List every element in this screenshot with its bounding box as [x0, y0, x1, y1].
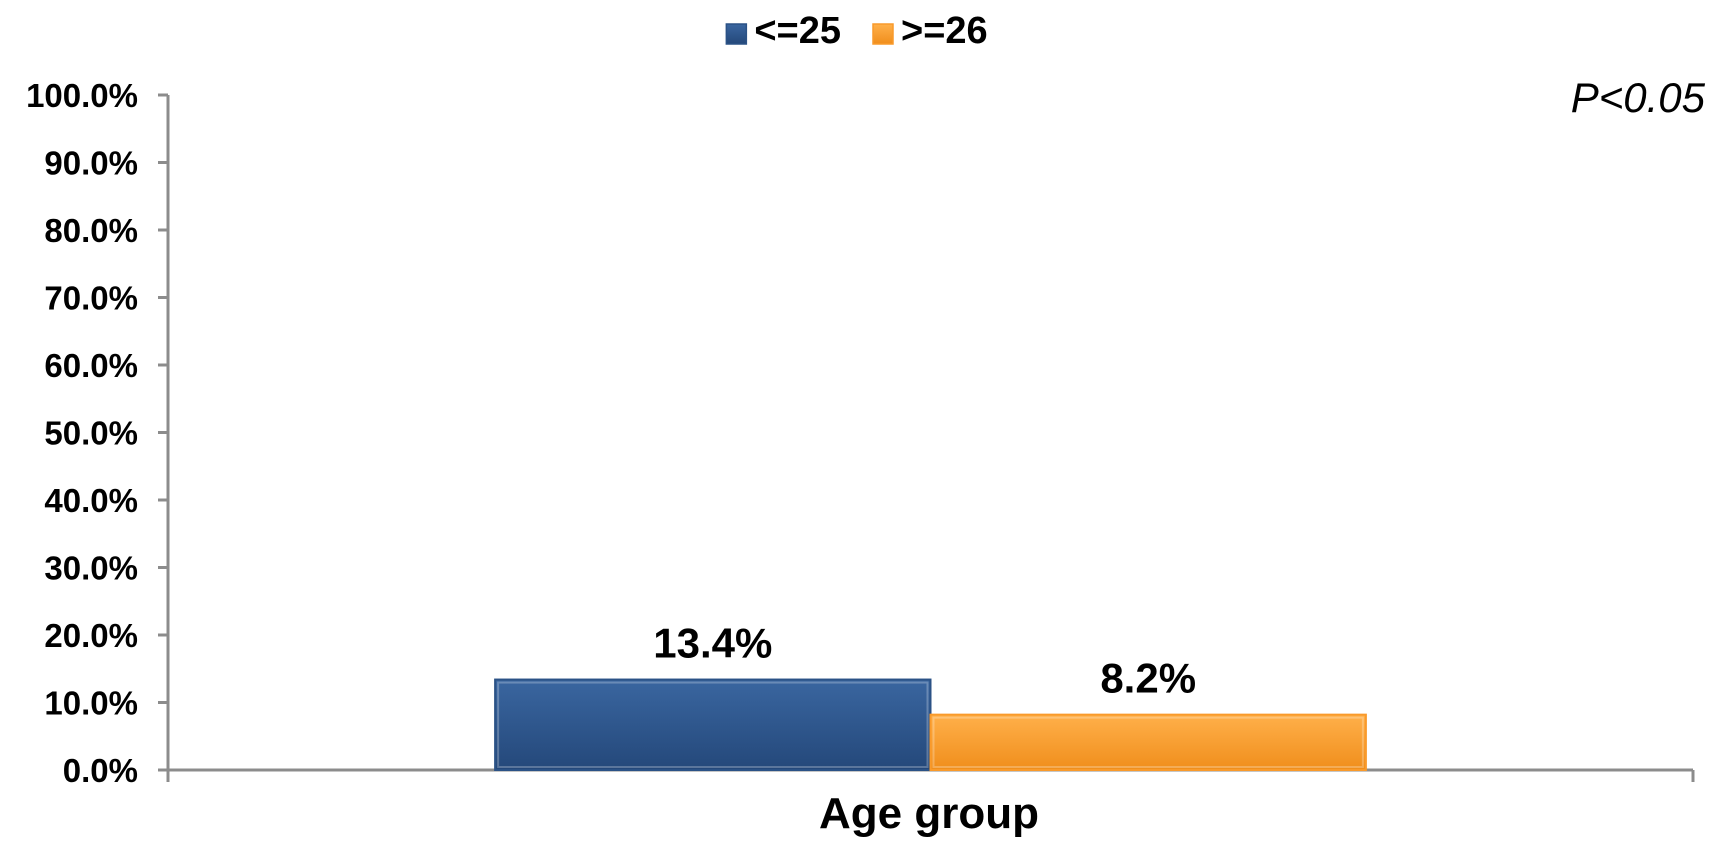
data-label: 8.2% [1100, 655, 1196, 702]
y-tick-label: 80.0% [44, 212, 138, 249]
legend-label: >=26 [901, 10, 988, 52]
y-tick-label: 30.0% [44, 550, 138, 587]
bar-group-1: 13.4% [494, 620, 932, 771]
data-label: 13.4% [653, 620, 772, 667]
bar-bevel [932, 716, 1364, 769]
y-tick-label: 50.0% [44, 415, 138, 452]
legend-label: <=25 [754, 10, 841, 52]
x-axis-title: Age group [819, 789, 1039, 838]
bar-2 [929, 713, 1367, 772]
legend: <=25 >=26 [725, 10, 988, 52]
legend-swatch [872, 23, 894, 45]
bars: 13.4% 8.2% [494, 620, 1367, 772]
y-tick-label: 100.0% [26, 77, 138, 114]
y-tick-label: 70.0% [44, 280, 138, 317]
y-tick-label: 40.0% [44, 482, 138, 519]
p-value-annotation: P<0.05 [1571, 74, 1706, 121]
legend-item-1: <=25 [725, 10, 841, 52]
bar-bevel [497, 681, 929, 768]
bar-group-2: 8.2% [929, 655, 1367, 772]
y-tick-label: 20.0% [44, 617, 138, 654]
y-tick-label: 0.0% [63, 752, 138, 789]
legend-item-2: >=26 [872, 10, 988, 52]
y-axis: 0.0% 10.0% 20.0% 30.0% 40.0% 50.0% 60.0% 70.0% 8… [26, 77, 170, 789]
legend-swatch [725, 23, 748, 45]
bar-1 [494, 678, 932, 771]
y-tick-label: 90.0% [44, 145, 138, 182]
x-axis [166, 768, 1695, 782]
y-tick-label: 10.0% [44, 685, 138, 722]
y-tick-label: 60.0% [44, 347, 138, 384]
